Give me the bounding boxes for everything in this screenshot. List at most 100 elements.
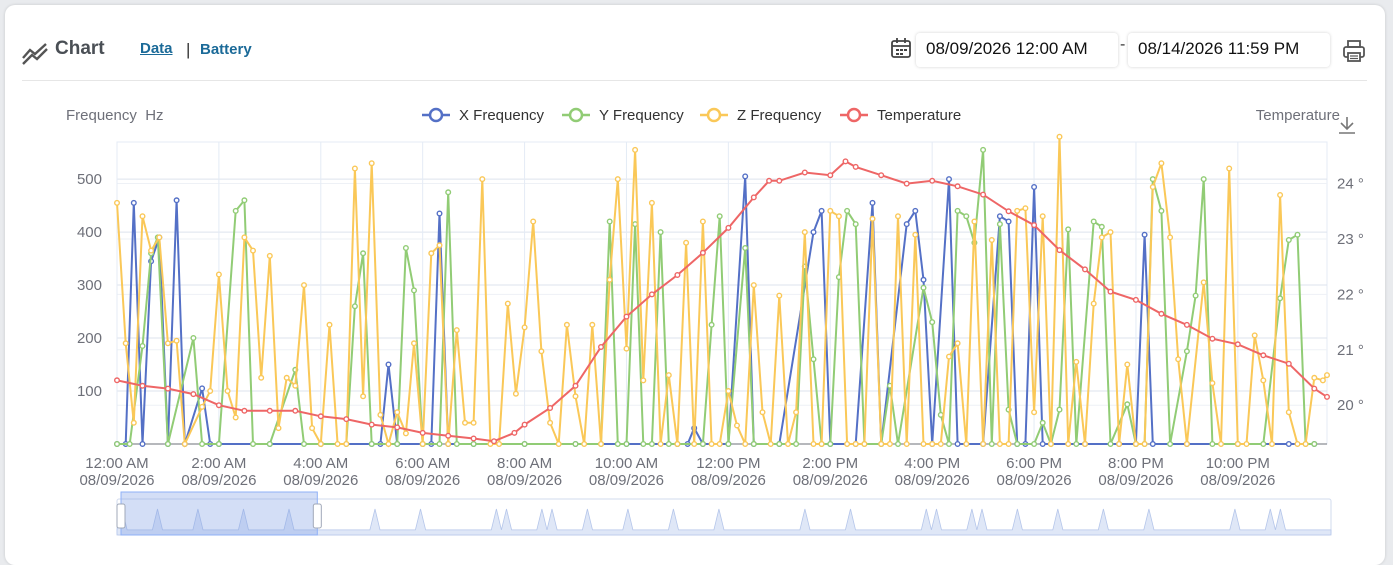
data-point — [827, 441, 834, 448]
end-date-input[interactable]: 08/14/2026 11:59 PM — [1128, 33, 1330, 67]
data-point — [581, 441, 588, 448]
data-point — [725, 388, 732, 395]
legend-item-z[interactable]: Z Frequency — [700, 107, 822, 124]
data-point — [572, 441, 579, 448]
data-point — [521, 324, 528, 331]
data-point — [199, 441, 206, 448]
tab-battery[interactable]: Battery — [200, 41, 252, 58]
data-point — [275, 425, 282, 432]
x-tick-time: 4:00 PM — [904, 455, 960, 472]
data-point — [241, 407, 248, 414]
data-point — [708, 441, 715, 448]
data-point — [1149, 441, 1156, 448]
start-date-input[interactable]: 08/09/2026 12:00 AM — [916, 33, 1118, 67]
data-point — [1260, 377, 1267, 384]
data-point — [1192, 292, 1199, 299]
data-point — [776, 292, 783, 299]
data-point — [1005, 218, 1012, 225]
data-point — [1124, 401, 1131, 408]
zoom-slider-handle-left[interactable] — [116, 503, 126, 529]
data-point — [1158, 160, 1165, 167]
zoom-slider-handle-right[interactable] — [312, 503, 322, 529]
data-point — [648, 291, 655, 298]
data-point — [113, 441, 120, 448]
data-point — [360, 250, 367, 257]
data-point — [1260, 441, 1267, 448]
data-point — [215, 441, 222, 448]
data-point — [241, 197, 248, 204]
data-point — [1031, 441, 1038, 448]
data-point — [1209, 380, 1216, 387]
data-point — [1047, 441, 1054, 448]
data-point — [1141, 231, 1148, 238]
data-point — [810, 229, 817, 236]
data-point — [640, 377, 647, 384]
tab-data[interactable]: Data — [140, 40, 173, 57]
data-point — [1311, 385, 1318, 392]
data-point — [232, 414, 239, 421]
data-point — [844, 207, 851, 214]
data-point — [996, 213, 1003, 220]
data-point — [640, 441, 647, 448]
data-point — [139, 343, 146, 350]
data-point — [1039, 213, 1046, 220]
data-point — [767, 441, 774, 448]
data-point — [1183, 321, 1190, 328]
data-point — [402, 244, 409, 251]
data-point — [1311, 441, 1318, 448]
data-point — [1090, 300, 1097, 307]
data-point — [1073, 358, 1080, 365]
data-point — [453, 327, 460, 334]
data-point — [1183, 441, 1190, 448]
series-line-z — [116, 136, 1328, 448]
data-point — [903, 180, 910, 187]
legend-item-temp[interactable]: Temperature — [840, 107, 961, 124]
data-point — [869, 199, 876, 206]
data-point — [598, 344, 605, 351]
legend-item-y[interactable]: Y Frequency — [562, 107, 684, 124]
data-point — [538, 348, 545, 355]
data-point — [1116, 441, 1123, 448]
zoom-slider-window[interactable] — [120, 491, 318, 536]
data-point — [343, 441, 350, 448]
data-point — [445, 432, 452, 439]
x-tick-time: 12:00 AM — [85, 455, 148, 472]
data-point — [946, 176, 953, 183]
data-point — [1107, 441, 1114, 448]
data-point — [742, 441, 749, 448]
data-point — [776, 177, 783, 184]
legend-label: Temperature — [877, 107, 961, 124]
data-point — [818, 441, 825, 448]
calendar-icon[interactable] — [889, 36, 913, 60]
legend-item-x[interactable]: X Frequency — [422, 107, 545, 124]
data-point — [988, 441, 995, 448]
x-tick-time: 4:00 AM — [293, 455, 348, 472]
data-point — [665, 441, 672, 448]
data-point — [368, 421, 375, 428]
print-icon[interactable] — [1341, 38, 1367, 64]
data-point — [742, 244, 749, 251]
data-point — [827, 207, 834, 214]
data-point — [996, 441, 1003, 448]
data-point — [1217, 441, 1224, 448]
data-point — [266, 252, 273, 259]
data-point — [716, 441, 723, 448]
data-point — [173, 197, 180, 204]
data-point — [1319, 377, 1326, 384]
data-point — [1251, 332, 1258, 339]
data-point — [929, 319, 936, 326]
data-point — [665, 372, 672, 379]
data-point — [963, 213, 970, 220]
x-tick-time: 2:00 PM — [802, 455, 858, 472]
data-point — [623, 345, 630, 352]
data-point — [589, 321, 596, 328]
y-tick-right: 22 ° — [1337, 286, 1364, 303]
data-point — [1081, 441, 1088, 448]
data-point — [249, 441, 256, 448]
data-point — [699, 218, 706, 225]
trend-chart-icon — [22, 43, 48, 65]
download-icon[interactable] — [1339, 117, 1355, 134]
data-point — [920, 441, 927, 448]
data-point — [750, 441, 757, 448]
y-tick-left: 300 — [77, 277, 102, 294]
